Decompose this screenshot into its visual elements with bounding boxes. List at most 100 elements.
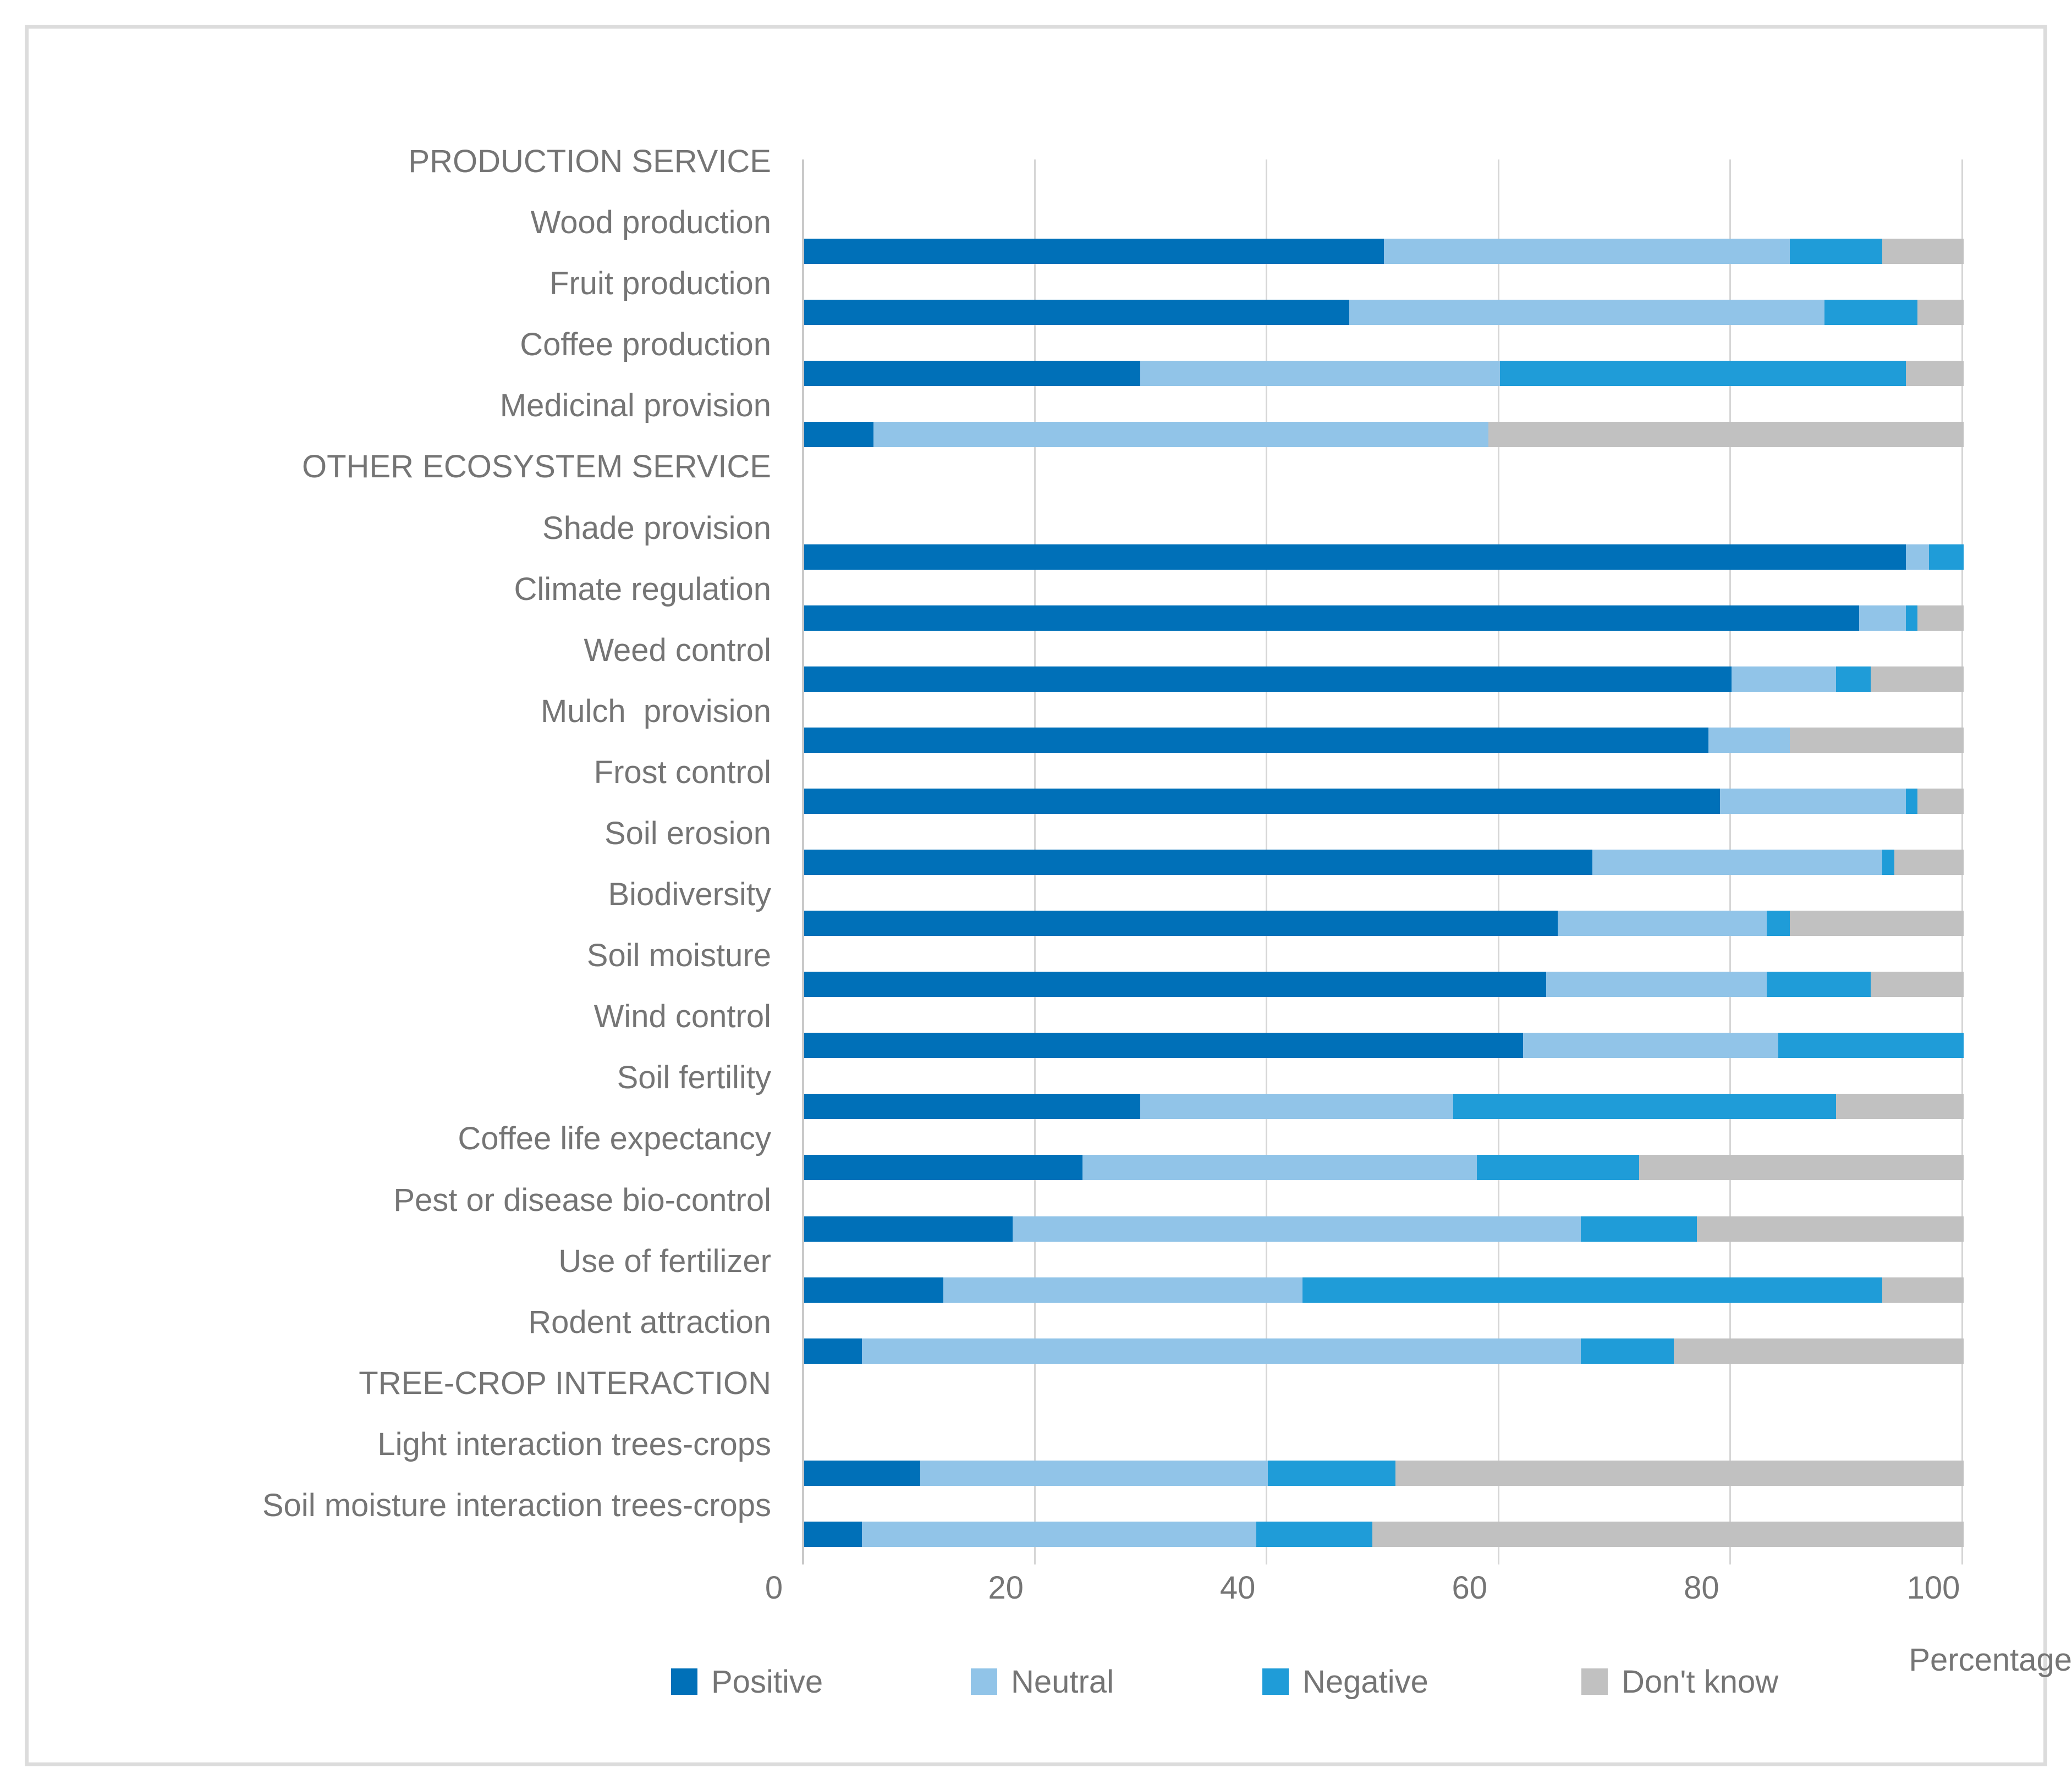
- legend-item-neutral: Neutral: [971, 1664, 1114, 1700]
- bar-row: [804, 1338, 1964, 1364]
- legend-swatch-icon: [1262, 1668, 1289, 1695]
- category-label: Weed control: [584, 632, 771, 668]
- bar-segment-negative: [1905, 788, 1917, 814]
- bar-row: [804, 1277, 1964, 1303]
- category-label: Rodent attraction: [528, 1304, 771, 1340]
- bar-segment-positive: [804, 422, 874, 448]
- bar-segment-negative: [1766, 911, 1790, 936]
- bar-segment-neutral: [1546, 972, 1767, 998]
- bar-segment-positive: [804, 605, 1860, 631]
- bar-segment-negative: [1766, 972, 1871, 998]
- category-label: Frost control: [593, 754, 771, 790]
- category-label: Climate regulation: [514, 571, 771, 607]
- bar-segment-neutral: [1140, 361, 1500, 387]
- bar-segment-negative: [1789, 239, 1883, 265]
- category-label: Soil erosion: [604, 815, 771, 851]
- legend-label: Positive: [711, 1663, 823, 1700]
- legend-item-negative: Negative: [1262, 1664, 1428, 1700]
- bar-segment-positive: [804, 1216, 1013, 1242]
- bar-row: [804, 1033, 1964, 1059]
- category-label: Shade provision: [542, 510, 771, 546]
- plot-area: [802, 159, 2072, 1564]
- bar-segment-neutral: [1558, 911, 1767, 936]
- legend-swatch-icon: [971, 1668, 997, 1695]
- category-label: Pest or disease bio-control: [393, 1182, 771, 1218]
- bar-segment-don-t-know: [1789, 911, 1964, 936]
- bar-segment-positive: [804, 788, 1721, 814]
- bar-segment-positive: [804, 239, 1384, 265]
- bar-segment-neutral: [1384, 239, 1790, 265]
- bar-segment-negative: [1824, 300, 1917, 326]
- bar-segment-don-t-know: [1836, 1094, 1964, 1120]
- bar-segment-negative: [1905, 605, 1917, 631]
- bar-row: [804, 300, 1964, 326]
- bar-segment-don-t-know: [1882, 1277, 1964, 1303]
- x-tick-60: 60: [1452, 1570, 1488, 1606]
- legend-item-don-t-know: Don't know: [1581, 1664, 1778, 1700]
- bar-row: [804, 422, 1964, 448]
- legend-swatch-icon: [1581, 1668, 1608, 1695]
- group-header-label: PRODUCTION SERVICE: [408, 144, 771, 179]
- bar-segment-negative: [1581, 1338, 1674, 1364]
- category-label: Soil moisture: [586, 938, 771, 974]
- bar-segment-don-t-know: [1917, 300, 1964, 326]
- bar-segment-neutral: [1732, 666, 1837, 692]
- bar-segment-negative: [1581, 1216, 1697, 1242]
- bar-row: [804, 972, 1964, 998]
- category-label: Medicinal provision: [499, 388, 771, 424]
- bar-row: [804, 544, 1964, 570]
- bar-segment-don-t-know: [1395, 1460, 1964, 1486]
- category-label: Fruit production: [549, 266, 771, 302]
- bar-segment-don-t-know: [1917, 605, 1964, 631]
- bar-segment-positive: [804, 1521, 862, 1547]
- bar-row: [804, 1460, 1964, 1486]
- bar-segment-negative: [1928, 544, 1964, 570]
- category-label: Wind control: [593, 999, 771, 1035]
- bar-segment-don-t-know: [1882, 239, 1964, 265]
- bar-segment-positive: [804, 1460, 920, 1486]
- bar-segment-negative: [1476, 1155, 1639, 1181]
- bar-segment-negative: [1453, 1094, 1837, 1120]
- bar-row: [804, 1521, 1964, 1547]
- bar-row: [804, 1155, 1964, 1181]
- bar-segment-positive: [804, 1094, 1141, 1120]
- bar-segment-neutral: [1013, 1216, 1581, 1242]
- group-header-label: TREE-CROP INTERACTION: [359, 1365, 771, 1401]
- x-tick-20: 20: [988, 1570, 1024, 1606]
- bar-segment-don-t-know: [1673, 1338, 1964, 1364]
- bar-segment-negative: [1778, 1033, 1964, 1059]
- x-tick-80: 80: [1684, 1570, 1719, 1606]
- bar-segment-neutral: [1859, 605, 1906, 631]
- legend-label: Negative: [1302, 1663, 1428, 1700]
- bar-segment-don-t-know: [1894, 849, 1964, 875]
- bar-row: [804, 361, 1964, 387]
- category-label: Coffee production: [520, 327, 771, 363]
- bar-segment-neutral: [1592, 849, 1883, 875]
- category-label: Biodiversity: [608, 877, 771, 913]
- bar-segment-positive: [804, 1338, 862, 1364]
- bar-segment-positive: [804, 300, 1349, 326]
- x-tick-100: 100: [1906, 1570, 1960, 1606]
- group-header-label: OTHER ECOSYSTEM SERVICE: [302, 449, 771, 485]
- bar-segment-neutral: [1523, 1033, 1778, 1059]
- bar-row: [804, 788, 1964, 814]
- legend-label: Neutral: [1011, 1663, 1114, 1700]
- bar-segment-negative: [1256, 1521, 1372, 1547]
- bar-segment-neutral: [1140, 1094, 1454, 1120]
- legend-item-positive: Positive: [671, 1664, 823, 1700]
- bar-segment-neutral: [1082, 1155, 1477, 1181]
- bar-segment-positive: [804, 361, 1141, 387]
- x-tick-40: 40: [1219, 1570, 1256, 1606]
- category-label: Mulch provision: [540, 693, 771, 729]
- bar-segment-neutral: [862, 1521, 1257, 1547]
- bar-segment-don-t-know: [1372, 1521, 1964, 1547]
- bar-row: [804, 605, 1964, 631]
- bar-segment-negative: [1499, 361, 1906, 387]
- category-label: Soil moisture interaction trees-crops: [262, 1487, 771, 1523]
- bar-segment-neutral: [1349, 300, 1825, 326]
- bar-row: [804, 911, 1964, 936]
- bar-segment-positive: [804, 1277, 943, 1303]
- bar-segment-positive: [804, 911, 1558, 936]
- bar-segment-neutral: [920, 1460, 1268, 1486]
- bar-segment-neutral: [1905, 544, 1929, 570]
